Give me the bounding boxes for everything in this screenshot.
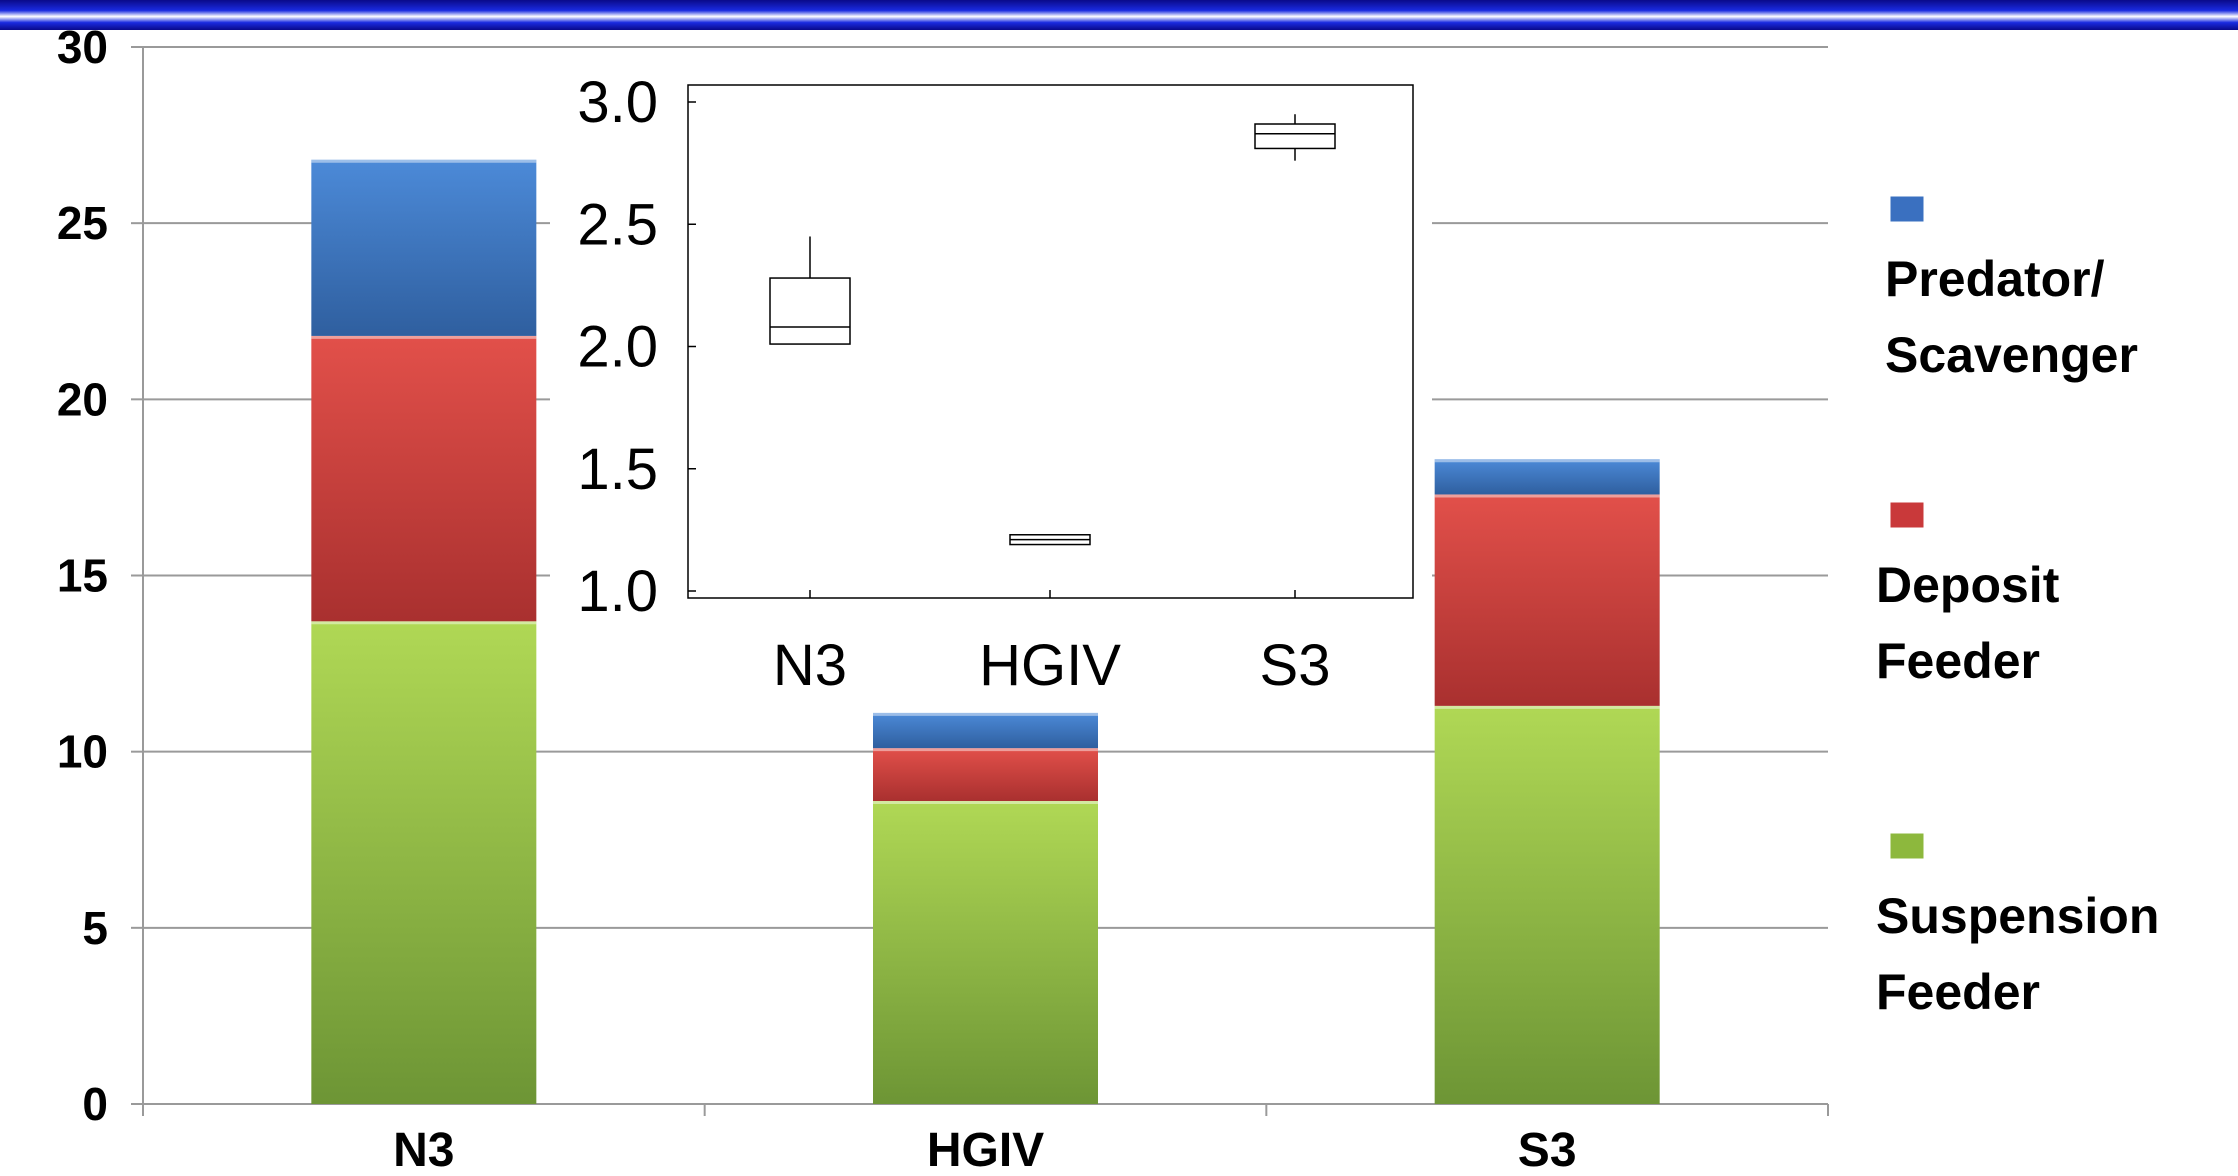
header-band bbox=[0, 0, 2238, 30]
legend-swatch bbox=[1889, 832, 1925, 860]
inset-background bbox=[550, 50, 1432, 712]
bar-segment-predator-scavenger-s3 bbox=[1434, 459, 1660, 495]
main-y-tick-label: 5 bbox=[82, 902, 108, 954]
bar-segment-suspension-feeder-hgiv bbox=[873, 800, 1098, 1104]
legend: Predator/Scavenger Deposit Feeder Suspensio… bbox=[1876, 195, 2159, 1020]
inset-y-tick-label: 2.5 bbox=[577, 192, 658, 257]
inset-boxplot: 1.0 1.5 2.0 2.5 3.0 N3 HGIV S3 bbox=[550, 50, 1432, 712]
inset-y-tick-label: 3.0 bbox=[577, 70, 658, 135]
bar-segment-predator-scavenger-n3 bbox=[311, 159, 537, 336]
inset-x-tick-label: S3 bbox=[1260, 633, 1331, 698]
legend-label: Predator/ bbox=[1885, 251, 2105, 307]
inset-y-tick-label: 2.0 bbox=[577, 315, 658, 380]
main-y-tick-label: 30 bbox=[57, 21, 108, 73]
main-tick-labels: 0 5 10 15 20 25 30 N3 HGIV S3 bbox=[57, 21, 1577, 1176]
bar-segment-predator-scavenger-hgiv bbox=[873, 712, 1098, 749]
legend-swatch bbox=[1889, 195, 1925, 223]
legend-label: Feeder bbox=[1876, 964, 2040, 1020]
main-y-tick-label: 20 bbox=[57, 373, 108, 425]
bar-segment-deposit-feeder-n3 bbox=[311, 335, 537, 622]
main-y-tick-label: 15 bbox=[57, 550, 108, 602]
main-x-tick-label: S3 bbox=[1518, 1124, 1577, 1176]
inset-box bbox=[769, 277, 851, 345]
legend-label: Feeder bbox=[1876, 633, 2040, 689]
bar-segment-suspension-feeder-n3 bbox=[311, 621, 537, 1104]
bar-segment-deposit-feeder-hgiv bbox=[873, 748, 1098, 801]
legend-label: Deposit bbox=[1876, 557, 2060, 613]
main-y-tick-label: 10 bbox=[57, 726, 108, 778]
main-y-tick-label: 0 bbox=[82, 1078, 108, 1130]
inset-x-tick-label: HGIV bbox=[979, 633, 1121, 698]
inset-x-tick-label: N3 bbox=[773, 633, 847, 698]
main-x-tick-label: HGIV bbox=[927, 1124, 1044, 1176]
bar-segment-suspension-feeder-s3 bbox=[1434, 705, 1660, 1104]
main-x-tick-label: N3 bbox=[393, 1124, 454, 1176]
inset-y-tick-label: 1.0 bbox=[577, 559, 658, 624]
legend-label: Suspension bbox=[1876, 888, 2159, 944]
legend-swatch bbox=[1889, 501, 1925, 529]
stacked-bars bbox=[311, 159, 1660, 1104]
bar-segment-deposit-feeder-s3 bbox=[1434, 494, 1660, 706]
legend-label: Scavenger bbox=[1885, 327, 2138, 383]
inset-box bbox=[1254, 123, 1336, 150]
main-y-tick-label: 25 bbox=[57, 197, 108, 249]
inset-y-tick-label: 1.5 bbox=[577, 437, 658, 502]
